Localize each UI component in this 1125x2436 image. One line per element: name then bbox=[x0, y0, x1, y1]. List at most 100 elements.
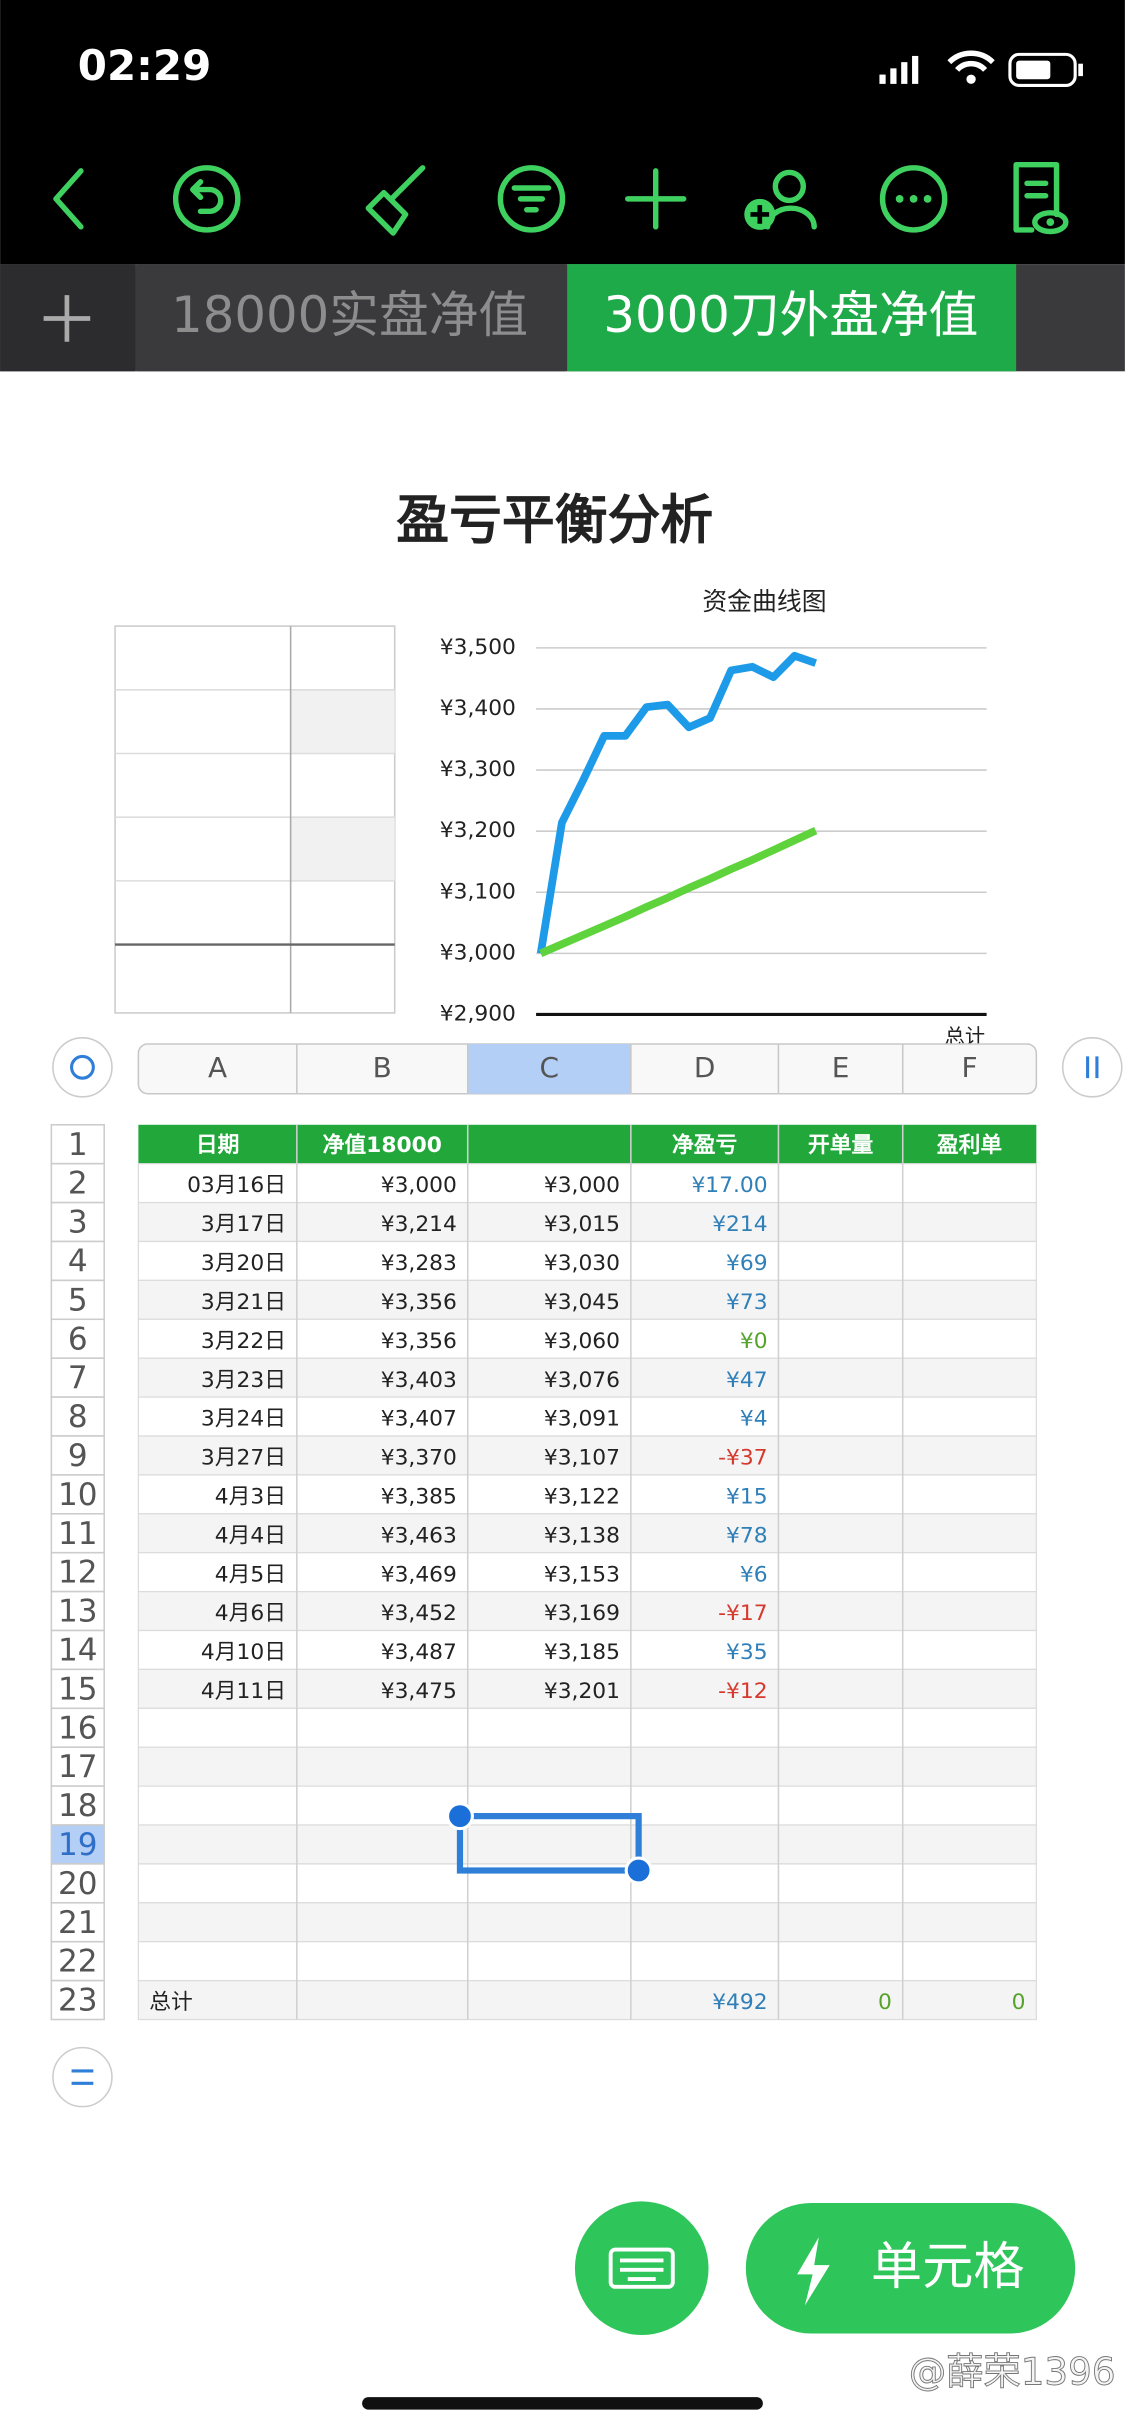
row-number-cell bbox=[50, 1551, 105, 1593]
select-all[interactable] bbox=[52, 1037, 113, 1098]
row-number: 12 bbox=[58, 1555, 98, 1591]
row-number: 16 bbox=[58, 1710, 98, 1746]
row-number: 7 bbox=[68, 1360, 88, 1396]
row-number-cell bbox=[50, 1513, 105, 1554]
column-header: A bbox=[208, 1051, 227, 1084]
cell: ¥214 bbox=[712, 1212, 767, 1237]
formula-icon bbox=[71, 2069, 94, 2085]
row-number-cell bbox=[50, 1201, 105, 1243]
table-row bbox=[137, 1746, 1037, 1787]
row-number-cell bbox=[50, 1863, 105, 1904]
watermark: @薛荣1396 bbox=[909, 2349, 1116, 2393]
row-number: 6 bbox=[68, 1321, 88, 1357]
total-label: 总计 bbox=[149, 1990, 193, 2015]
y-tick-label: ¥3,000 bbox=[440, 940, 516, 965]
filter-button[interactable] bbox=[497, 165, 566, 233]
cell: 03月16日 bbox=[187, 1173, 286, 1198]
cell: 3月22日 bbox=[201, 1329, 286, 1354]
cell: ¥3,045 bbox=[544, 1290, 620, 1315]
column-header: B bbox=[373, 1051, 392, 1084]
table-row bbox=[137, 1163, 1037, 1204]
row-number: 1 bbox=[68, 1127, 88, 1163]
tab-label: 18000实盘净值 bbox=[171, 286, 528, 344]
row-number-cell bbox=[50, 1396, 105, 1437]
cell: ¥3,214 bbox=[381, 1212, 457, 1237]
keyboard-icon bbox=[608, 2247, 675, 2289]
undo-button[interactable] bbox=[172, 165, 241, 233]
table-row bbox=[137, 1979, 1037, 2021]
cell: ¥35 bbox=[726, 1640, 768, 1665]
tab-label: 3000刀外盘净值 bbox=[603, 286, 978, 344]
row-number-cell bbox=[50, 1707, 105, 1748]
select-all-icon bbox=[70, 1054, 95, 1080]
cell: ¥3,169 bbox=[544, 1601, 620, 1626]
cell: ¥3,076 bbox=[544, 1368, 620, 1393]
y-tick-label: ¥3,400 bbox=[440, 696, 516, 721]
row-number: 5 bbox=[68, 1282, 88, 1318]
format-button[interactable] bbox=[365, 165, 426, 236]
row-number: 14 bbox=[58, 1633, 98, 1669]
cell: ¥73 bbox=[726, 1290, 768, 1315]
total-cell: 0 bbox=[878, 1990, 892, 2015]
total-cell: 0 bbox=[1012, 1990, 1026, 2015]
cell: ¥3,000 bbox=[381, 1173, 457, 1198]
view-button[interactable] bbox=[1013, 161, 1069, 235]
toolbar bbox=[53, 161, 1069, 236]
cell: ¥15 bbox=[726, 1484, 768, 1509]
row-number: 8 bbox=[68, 1399, 88, 1435]
table-row bbox=[137, 1396, 1037, 1437]
table-row bbox=[137, 1513, 1037, 1554]
y-tick-label: ¥2,900 bbox=[440, 1001, 516, 1026]
cell: 4月3日 bbox=[215, 1484, 286, 1509]
add-button[interactable] bbox=[625, 168, 687, 230]
cell: ¥69 bbox=[726, 1251, 768, 1276]
cell: -¥17 bbox=[718, 1601, 767, 1626]
tab-active[interactable] bbox=[567, 264, 1017, 372]
row-number-cell bbox=[50, 1940, 105, 1982]
cell: ¥3,469 bbox=[381, 1562, 457, 1587]
row-number: 19 bbox=[58, 1827, 98, 1863]
cell: ¥3,385 bbox=[381, 1484, 457, 1509]
row-number: 2 bbox=[68, 1166, 88, 1202]
row-number: 21 bbox=[58, 1905, 98, 1941]
column-handle[interactable] bbox=[1061, 1037, 1123, 1098]
cell: ¥3,091 bbox=[544, 1407, 620, 1432]
cell: 4月6日 bbox=[215, 1601, 286, 1626]
table-row bbox=[137, 1240, 1037, 1282]
header-cell: 盈利单 bbox=[936, 1133, 1002, 1158]
cell: ¥3,407 bbox=[381, 1407, 457, 1432]
table-row bbox=[137, 1629, 1037, 1671]
cell: 4月5日 bbox=[215, 1562, 286, 1587]
collaborate-button[interactable] bbox=[744, 169, 817, 230]
table-row bbox=[137, 1668, 1037, 1709]
cell: 3月21日 bbox=[201, 1290, 286, 1315]
cell: ¥3,060 bbox=[544, 1329, 620, 1354]
row-number-cell bbox=[50, 1902, 105, 1943]
cell: -¥12 bbox=[718, 1679, 767, 1704]
more-button[interactable] bbox=[879, 165, 948, 233]
table-row bbox=[137, 1279, 1037, 1320]
summary-grid bbox=[115, 626, 395, 1013]
add-sheet-icon bbox=[43, 295, 91, 342]
back-button[interactable] bbox=[53, 168, 84, 230]
cell: ¥47 bbox=[726, 1368, 768, 1393]
total-cell: ¥492 bbox=[712, 1990, 767, 2015]
cell: -¥37 bbox=[718, 1446, 767, 1471]
table-row bbox=[137, 1941, 1037, 1982]
column-handle-icon bbox=[1086, 1056, 1099, 1079]
cell: ¥3,107 bbox=[544, 1446, 620, 1471]
column-header: C bbox=[540, 1051, 560, 1084]
cell: 3月17日 bbox=[201, 1212, 286, 1237]
header-cell: 净值18000 bbox=[323, 1132, 442, 1158]
table-row bbox=[137, 1318, 1037, 1359]
row-number-cell bbox=[50, 1746, 105, 1787]
cell-button[interactable] bbox=[745, 2202, 1076, 2334]
cell-bg bbox=[290, 817, 395, 881]
cell: ¥3,201 bbox=[544, 1679, 620, 1704]
row-number: 18 bbox=[58, 1788, 98, 1824]
tab[interactable] bbox=[136, 264, 566, 372]
cell: ¥0 bbox=[740, 1329, 768, 1354]
formula-button[interactable] bbox=[52, 2046, 113, 2108]
table-row bbox=[137, 1474, 1037, 1515]
cell: ¥3,356 bbox=[381, 1290, 457, 1315]
